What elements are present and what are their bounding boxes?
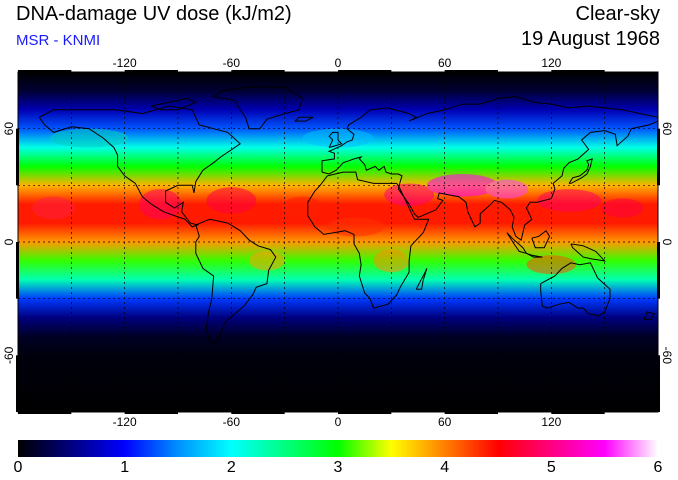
frame-tick bbox=[338, 411, 392, 414]
lon-tick-label: -120 bbox=[113, 56, 137, 70]
sky-condition: Clear-sky bbox=[575, 3, 660, 25]
lon-tick-label: -60 bbox=[223, 56, 241, 70]
frame-tick bbox=[231, 411, 285, 414]
lon-tick-label: 120 bbox=[541, 56, 561, 70]
lat-tick-label: 0 bbox=[660, 239, 674, 246]
map-date: 19 August 1968 bbox=[520, 28, 660, 50]
coastline-segment bbox=[568, 158, 593, 184]
graticule bbox=[18, 72, 658, 412]
frame-tick bbox=[444, 411, 498, 414]
coastline-segment bbox=[307, 171, 430, 309]
coastline-segment bbox=[151, 97, 198, 111]
frame-tick bbox=[16, 128, 19, 186]
frame-tick bbox=[338, 70, 392, 73]
axis-labels: -120 -120 -60 -60 0 0 60 60 120 120 -60 -60 0 0 60 60 bbox=[2, 56, 674, 429]
coastline-segment bbox=[195, 218, 277, 343]
lon-tick-label: 0 bbox=[335, 415, 342, 429]
colorbar-tick-label: 5 bbox=[546, 459, 556, 476]
coastline-segment bbox=[321, 120, 658, 241]
lat-tick-label: -60 bbox=[2, 346, 16, 364]
coastline-segment bbox=[415, 268, 428, 290]
colorbar-tick-label: 2 bbox=[226, 459, 236, 476]
colorbar-tick-label: 0 bbox=[13, 459, 23, 476]
frame-tick bbox=[231, 70, 285, 73]
lat-tick-label: 60 bbox=[2, 122, 16, 136]
coastline-segment bbox=[643, 311, 656, 320]
coastline-segment bbox=[570, 243, 607, 262]
coastlines bbox=[38, 86, 658, 343]
frame-tick bbox=[551, 70, 605, 73]
lon-tick-label: 60 bbox=[438, 56, 452, 70]
lon-tick-label: 60 bbox=[438, 415, 452, 429]
lon-tick-label: -120 bbox=[113, 415, 137, 429]
lat-tick-label: -60 bbox=[660, 347, 674, 365]
frame-tick bbox=[444, 70, 498, 73]
frame-tick bbox=[16, 242, 19, 299]
frame-tick bbox=[18, 70, 72, 73]
colorbar bbox=[18, 440, 658, 457]
frame-ticks bbox=[16, 70, 660, 414]
frame-tick bbox=[124, 411, 178, 414]
coastline-segment bbox=[321, 96, 658, 173]
coastline-segment bbox=[540, 262, 611, 317]
coastline-segment bbox=[212, 86, 303, 130]
colorbar-tick-label: 4 bbox=[440, 459, 450, 476]
lon-tick-label: 0 bbox=[335, 56, 342, 70]
lon-tick-label: -60 bbox=[223, 415, 241, 429]
data-source: MSR - KNMI bbox=[16, 32, 101, 49]
frame-tick bbox=[657, 242, 660, 299]
dose-hotspots bbox=[32, 128, 644, 275]
coastline-segment bbox=[38, 105, 242, 228]
frame-tick bbox=[124, 70, 178, 73]
frame-tick bbox=[657, 355, 660, 412]
map-title: DNA-damage UV dose (kJ/m2) bbox=[16, 3, 292, 25]
coastline-segment bbox=[294, 116, 314, 122]
coastline-segment bbox=[328, 131, 343, 149]
colorbar-tick-label: 3 bbox=[333, 459, 343, 476]
lat-tick-label: 0 bbox=[2, 238, 16, 245]
frame-tick bbox=[16, 355, 19, 412]
frame-tick bbox=[551, 411, 605, 414]
colorbar-tick-label: 1 bbox=[120, 459, 130, 476]
colorbar-tick-label: 6 bbox=[653, 459, 663, 476]
lon-tick-label: 120 bbox=[541, 415, 561, 429]
frame-tick bbox=[657, 128, 660, 186]
lat-tick-label: 60 bbox=[660, 122, 674, 136]
coastline-segment bbox=[531, 229, 551, 249]
frame-tick bbox=[18, 411, 72, 414]
coastline-segment bbox=[526, 252, 543, 258]
